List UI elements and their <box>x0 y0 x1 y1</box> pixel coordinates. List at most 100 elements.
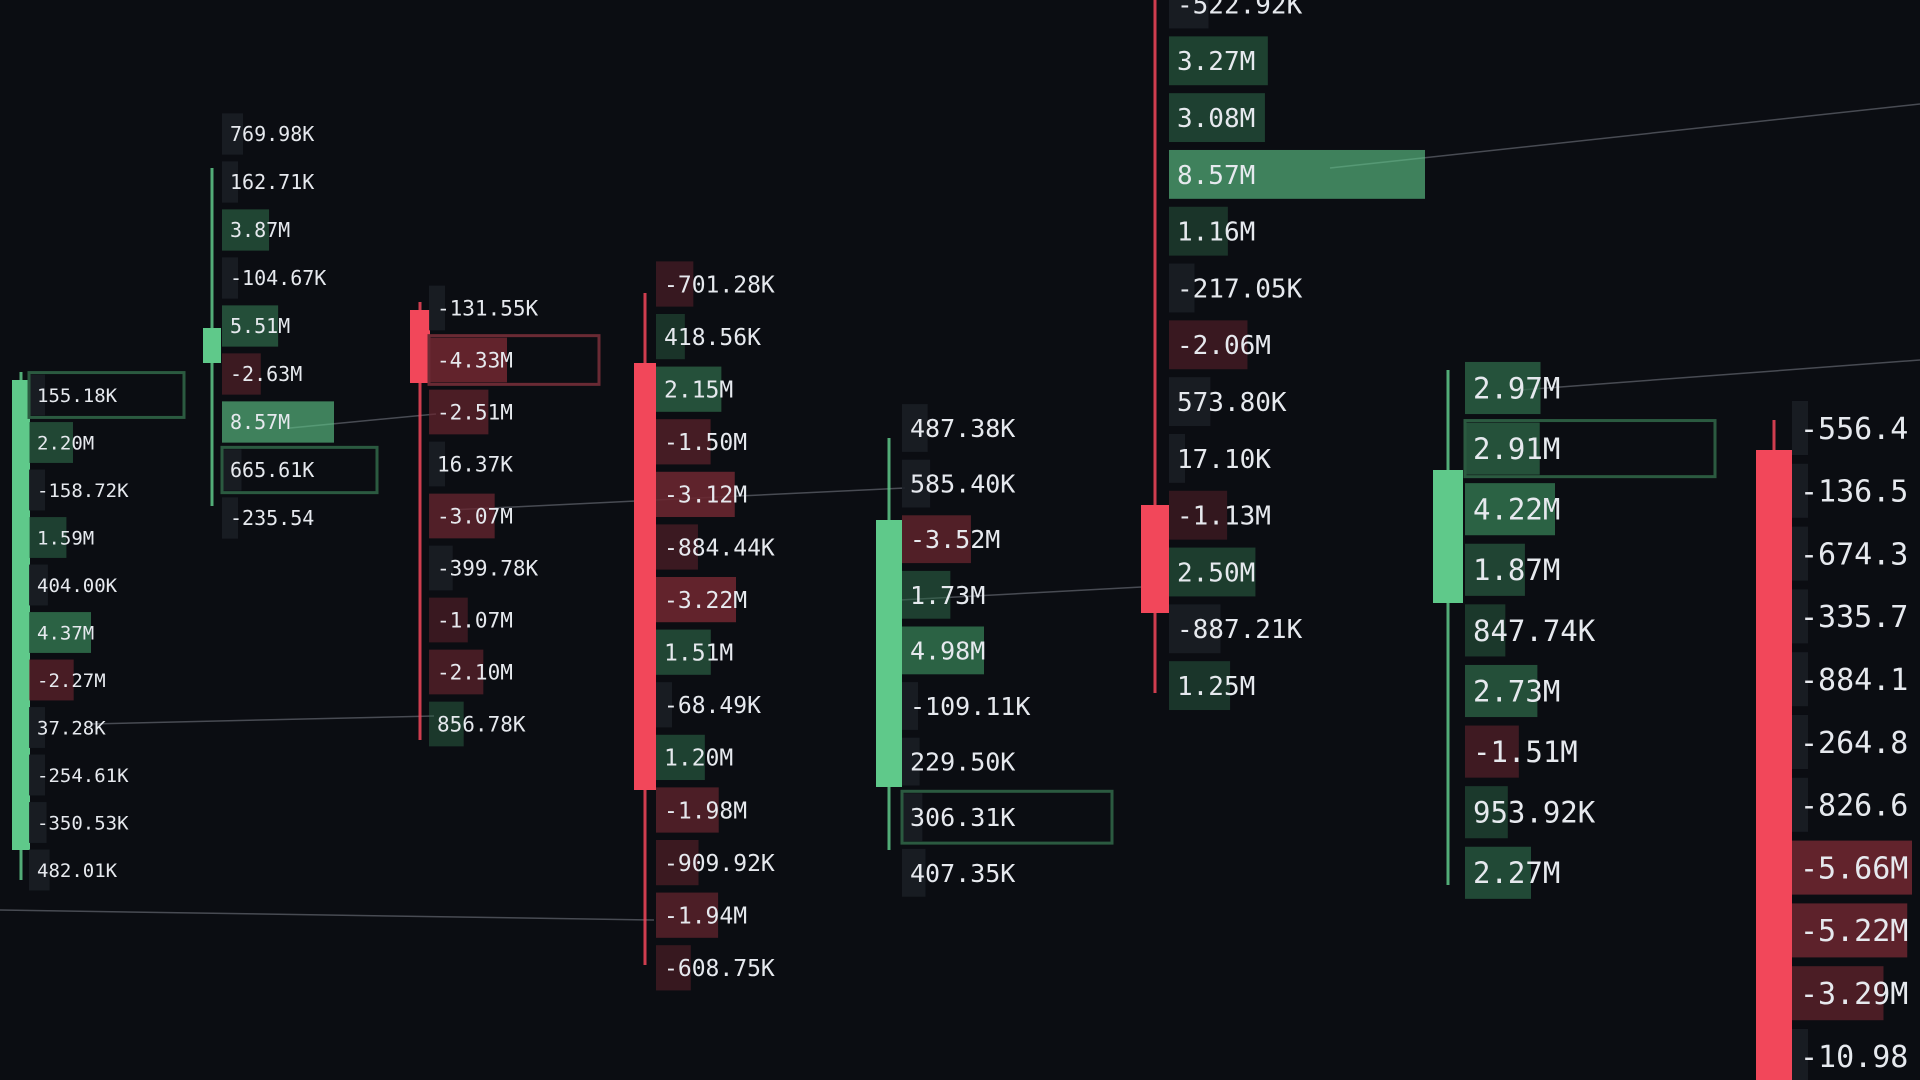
level-value: -2.27M <box>37 670 106 692</box>
volume-cell <box>29 754 45 796</box>
level-value: -1.07M <box>437 609 513 633</box>
level-value: -3.12M <box>664 483 747 509</box>
volume-cell <box>29 374 45 416</box>
level-value: 418.56K <box>664 325 761 351</box>
volume-cell <box>656 787 719 833</box>
volume-cell <box>429 389 489 435</box>
level-value: 4.98M <box>910 636 985 665</box>
volume-cell <box>1169 93 1265 143</box>
level-value: -1.13M <box>1177 502 1271 532</box>
volume-cell <box>1465 422 1540 475</box>
candle-wick <box>418 302 422 740</box>
volume-cell <box>29 802 47 843</box>
volume-cell <box>1792 652 1808 707</box>
candle-body <box>1756 450 1792 1080</box>
volume-cell <box>656 524 698 570</box>
candle-wick <box>1153 0 1157 693</box>
volume-cell <box>429 597 468 643</box>
level-value: -1.51M <box>1473 735 1578 769</box>
volume-cell <box>1169 36 1268 86</box>
volume-cell <box>1465 483 1555 536</box>
level-value: 1.20M <box>664 746 733 772</box>
level-value: 1.51M <box>664 640 733 666</box>
volume-cell <box>29 517 67 558</box>
volume-cell <box>656 629 711 675</box>
volume-cell <box>1792 840 1912 895</box>
level-value: 17.10K <box>1177 445 1271 475</box>
volume-cell <box>656 419 711 465</box>
level-value: 1.59M <box>37 527 94 549</box>
volume-cell <box>1465 604 1506 657</box>
volume-cell <box>1169 206 1228 256</box>
level-value: 3.08M <box>1177 104 1255 134</box>
volume-cell <box>656 682 672 728</box>
level-value: -4.33M <box>437 349 513 373</box>
volume-cell <box>1465 543 1525 596</box>
volume-cell <box>1169 490 1228 540</box>
level-value: -104.67K <box>230 266 326 290</box>
volume-cell <box>29 564 48 606</box>
volume-cell <box>1465 725 1519 778</box>
volume-cell <box>902 626 984 675</box>
level-value: 2.73M <box>1473 674 1560 708</box>
volume-cell <box>902 459 931 508</box>
level-value: 856.78K <box>437 713 526 737</box>
level-value: 487.38K <box>910 414 1015 443</box>
level-value: -3.29M <box>1800 977 1908 1012</box>
level-value: 953.92K <box>1473 796 1596 830</box>
volume-cell <box>1169 320 1248 370</box>
volume-cell <box>656 839 699 886</box>
level-value: 407.35K <box>910 859 1015 888</box>
level-value: 1.73M <box>910 581 985 610</box>
volume-cell <box>29 612 91 653</box>
volume-cell <box>222 497 238 539</box>
volume-cell <box>1169 547 1256 597</box>
volume-cell <box>429 649 484 695</box>
volume-cell <box>222 257 238 299</box>
volume-cell <box>902 793 923 842</box>
volume-cell <box>222 401 334 443</box>
volume-cell <box>1169 661 1231 711</box>
volume-cell <box>656 734 705 781</box>
volume-cell <box>902 404 928 452</box>
volume-cell <box>902 515 971 564</box>
volume-cell <box>429 701 464 747</box>
level-value: -2.06M <box>1177 331 1271 361</box>
level-value: -909.92K <box>664 851 775 877</box>
level-value: 3.87M <box>230 218 290 242</box>
level-value: 585.40K <box>910 470 1015 499</box>
level-value: 16.37K <box>437 453 513 477</box>
level-value: -884.1 <box>1800 663 1908 698</box>
volume-cell <box>29 849 50 891</box>
volume-cell <box>29 422 73 463</box>
volume-cell <box>902 848 926 897</box>
level-value: -887.21K <box>1177 615 1303 645</box>
level-value: 8.57M <box>1177 161 1255 191</box>
level-line <box>0 909 655 921</box>
volume-cell <box>429 337 507 383</box>
level-value: 1.25M <box>1177 672 1255 702</box>
volume-cell <box>1169 149 1425 199</box>
level-value: 155.18K <box>37 385 118 407</box>
level-value: -158.72K <box>37 480 129 502</box>
candle-body <box>410 310 430 383</box>
volume-cell <box>222 353 261 395</box>
level-value: 4.37M <box>37 622 94 644</box>
volume-cell <box>656 313 685 360</box>
level-value: 1.87M <box>1473 553 1560 587</box>
candle-body <box>203 328 221 363</box>
level-value: 37.28K <box>37 717 106 739</box>
volume-cell <box>1169 433 1185 483</box>
level-line <box>1329 103 1920 169</box>
volume-cell <box>1465 786 1508 839</box>
candle-body <box>876 520 902 787</box>
volume-cell <box>1792 714 1808 770</box>
level-value: 847.74K <box>1473 614 1596 648</box>
volume-cell <box>1169 0 1209 29</box>
volume-cell <box>1792 463 1808 518</box>
level-value: -3.22M <box>664 588 747 614</box>
candle-body <box>1141 505 1169 613</box>
level-value: 665.61K <box>230 458 314 482</box>
level-value: -522.92K <box>1177 0 1303 20</box>
